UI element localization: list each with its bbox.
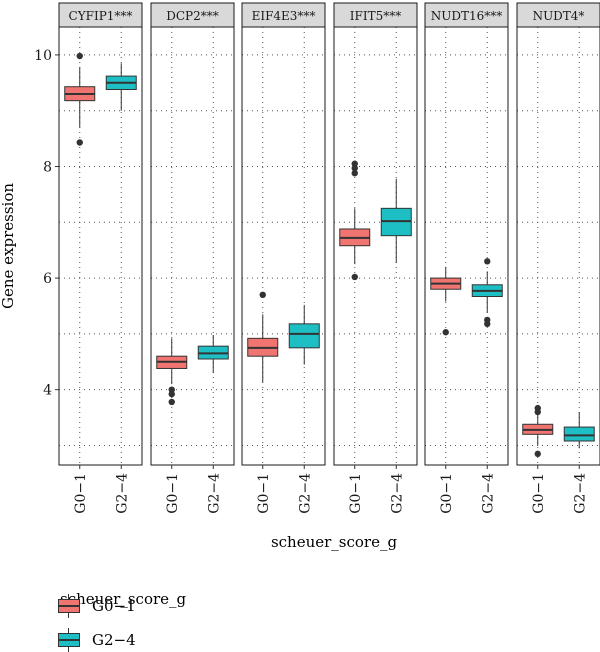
y-axis-title: Gene expression bbox=[0, 183, 17, 309]
strip-label-eif4e3: EIF4E3*** bbox=[252, 9, 316, 23]
legend-title: scheuer_score_g bbox=[60, 590, 187, 608]
x-tick-label-eif4e3-0: G0−1 bbox=[256, 473, 272, 514]
x-tick-label-nudt16-0: G0−1 bbox=[439, 473, 455, 514]
y-tick-label-10: 10 bbox=[34, 48, 52, 64]
faceted-boxplot: CYFIP1*** G0−1 G2−4 DCP2*** G0−1 G2−4 EIF4E3**… bbox=[0, 2, 600, 551]
strip-label-ifit5: IFIT5*** bbox=[350, 9, 401, 23]
outlier-dcp2-g0-1-0 bbox=[168, 386, 175, 393]
legend-key-g2-4 bbox=[58, 628, 80, 652]
panel-border-ifit5 bbox=[333, 26, 418, 466]
y-tick-label-8: 8 bbox=[43, 159, 52, 175]
outlier-ifit5-g0-1-3 bbox=[351, 273, 358, 281]
outlier-eif4e3-g0-1-0 bbox=[259, 291, 266, 299]
legend-key-g0-1 bbox=[58, 594, 80, 618]
outlier-dcp2-g0-1-1 bbox=[168, 390, 175, 398]
outlier-nudt16-g2-4-0 bbox=[484, 258, 491, 265]
panel-border-cyfip1 bbox=[58, 26, 143, 466]
panel-bg-dcp2 bbox=[151, 27, 234, 465]
box-eif4e3-g2-4 bbox=[288, 323, 320, 349]
panel-border-nudt16 bbox=[424, 26, 509, 466]
outlier-nudt16-g0-1-0 bbox=[442, 329, 449, 336]
x-tick-label-nudt16-1: G2−4 bbox=[480, 473, 496, 514]
strip-nudt4 bbox=[516, 2, 600, 28]
box-nudt4-g2-4 bbox=[563, 426, 595, 442]
panel-border-dcp2 bbox=[150, 26, 235, 466]
x-tick-label-dcp2-1: G2−4 bbox=[206, 473, 222, 514]
outlier-dcp2-g0-1-2 bbox=[168, 398, 175, 406]
outlier-ifit5-g0-1-0 bbox=[351, 160, 358, 167]
outlier-ifit5-g0-1-2 bbox=[351, 169, 358, 177]
x-tick-label-nudt4-0: G0−1 bbox=[531, 473, 547, 514]
x-axis-title: scheuer_score_g bbox=[271, 533, 398, 551]
legend-label-g0-1: G0−1 bbox=[92, 597, 136, 615]
x-tick-label-ifit5-1: G2−4 bbox=[389, 473, 405, 514]
legend-item-g0-1: G0−1 bbox=[58, 594, 136, 618]
strip-eif4e3 bbox=[241, 2, 326, 28]
strip-label-cyfip1: CYFIP1*** bbox=[69, 9, 133, 23]
panel-border-nudt4 bbox=[516, 26, 600, 466]
panel-border-eif4e3 bbox=[241, 26, 326, 466]
legend-label-g2-4: G2−4 bbox=[92, 631, 136, 649]
strip-label-nudt4: NUDT4* bbox=[533, 9, 585, 23]
x-tick-label-eif4e3-1: G2−4 bbox=[297, 473, 313, 514]
outlier-nudt4-g0-1-2 bbox=[534, 450, 541, 458]
legend-item-g2-4: G2−4 bbox=[58, 628, 136, 652]
strip-dcp2 bbox=[150, 2, 235, 28]
strip-label-nudt16: NUDT16*** bbox=[431, 9, 503, 23]
y-tick-label-4: 4 bbox=[43, 383, 52, 399]
y-tick-label-6: 6 bbox=[43, 271, 52, 287]
strip-label-dcp2: DCP2*** bbox=[166, 9, 219, 23]
panel-bg-eif4e3 bbox=[242, 27, 325, 465]
strip-cyfip1 bbox=[58, 2, 143, 28]
x-tick-label-nudt4-1: G2−4 bbox=[572, 473, 588, 514]
strip-ifit5 bbox=[333, 2, 418, 28]
outlier-nudt16-g2-4-2 bbox=[484, 320, 491, 328]
panel-bg-nudt4 bbox=[517, 27, 600, 465]
panel-bg-nudt16 bbox=[425, 27, 508, 465]
x-tick-label-ifit5-0: G0−1 bbox=[348, 473, 364, 514]
x-tick-label-cyfip1-1: G2−4 bbox=[114, 473, 130, 514]
outlier-nudt4-g0-1-1 bbox=[534, 408, 541, 416]
outlier-ifit5-g0-1-1 bbox=[351, 164, 358, 172]
x-tick-label-dcp2-0: G0−1 bbox=[165, 473, 181, 514]
outlier-cyfip1-g0-1-1 bbox=[76, 139, 83, 146]
x-tick-label-cyfip1-0: G0−1 bbox=[73, 473, 89, 514]
outlier-cyfip1-g0-1-0 bbox=[76, 52, 83, 60]
